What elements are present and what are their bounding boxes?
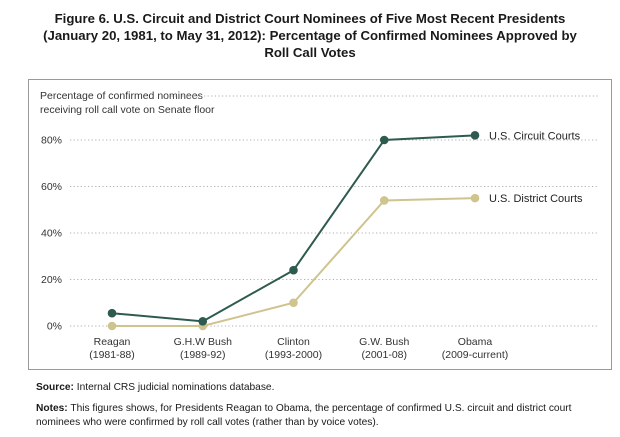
x-tick-label: (2009-current) <box>442 349 509 361</box>
x-tick-label: (1989-92) <box>180 349 226 361</box>
y-tick-label: 80% <box>41 135 62 147</box>
notes-label: Notes: <box>36 403 68 414</box>
data-point <box>107 308 117 318</box>
y-axis-caption-line: Percentage of confirmed nominees <box>40 90 203 102</box>
data-point <box>379 135 389 145</box>
series-label: U.S. Circuit Courts <box>489 130 581 142</box>
chart-frame <box>28 79 612 370</box>
figure-title-line-2: (January 20, 1981, to May 31, 2012): Per… <box>43 28 577 43</box>
data-point <box>289 298 298 308</box>
figure-title-line-3: Roll Call Votes <box>264 45 356 60</box>
data-point <box>470 131 480 140</box>
x-tick-label: G.W. Bush <box>359 336 409 348</box>
y-tick-label: 20% <box>41 274 62 286</box>
y-axis-caption-line: receiving roll call vote on Senate floor <box>40 104 215 116</box>
y-tick-label: 60% <box>41 181 62 193</box>
data-point <box>289 265 298 275</box>
x-tick-label: (1981-88) <box>89 349 135 361</box>
notes-text: This figures shows, for Presidents Reaga… <box>36 403 572 428</box>
data-point <box>107 321 117 331</box>
x-tick-label: Clinton <box>277 336 310 348</box>
figure-title: Figure 6. U.S. Circuit and District Cour… <box>8 10 612 61</box>
source-text: Internal CRS judicial nominations databa… <box>73 382 275 393</box>
x-tick-label: (2001-08) <box>361 349 407 361</box>
data-point <box>198 317 208 326</box>
source-note: Source: Internal CRS judicial nomination… <box>36 381 606 395</box>
series-line <box>111 134 476 323</box>
source-label: Source: <box>36 382 74 393</box>
x-tick-label: Obama <box>458 336 493 348</box>
x-tick-label: (1993-2000) <box>265 349 322 361</box>
data-point <box>379 196 389 205</box>
x-tick-label: G.H.W Bush <box>174 336 233 348</box>
y-tick-label: 0% <box>47 321 62 333</box>
x-tick-label: Reagan <box>94 336 131 348</box>
y-tick-label: 40% <box>41 228 62 240</box>
data-point <box>470 193 480 203</box>
series-label: U.S. District Courts <box>489 193 583 205</box>
notes-note: Notes: This figures shows, for President… <box>36 402 608 430</box>
figure-title-line-1: Figure 6. U.S. Circuit and District Cour… <box>54 11 566 26</box>
